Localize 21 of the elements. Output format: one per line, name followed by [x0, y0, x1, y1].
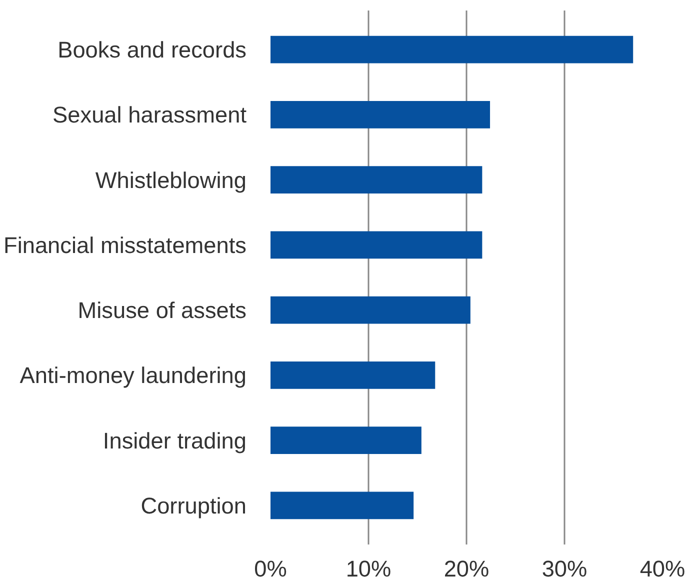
bar — [270, 101, 490, 128]
y-tick-label: Books and records — [58, 36, 246, 63]
x-tick-label: 40% — [640, 556, 686, 582]
x-tick-label: 10% — [346, 556, 392, 582]
bar — [270, 231, 482, 259]
y-tick-label: Sexual harassment — [52, 102, 248, 128]
bar — [270, 362, 436, 389]
y-tick-label: Insider trading — [102, 427, 247, 454]
bar — [270, 426, 422, 454]
y-tick-label: Misuse of assets — [78, 297, 247, 324]
x-tick-label: 20% — [444, 556, 490, 582]
x-tick-label: 0% — [254, 556, 287, 582]
bar — [270, 166, 482, 194]
bar — [270, 36, 634, 64]
y-tick-label: Anti-money laundering — [20, 362, 247, 388]
y-tick-label: Whistleblowing — [95, 166, 247, 193]
bar — [270, 492, 414, 520]
bar — [270, 296, 470, 324]
x-tick-label: 30% — [542, 556, 588, 582]
y-tick-label: Financial misstatements — [3, 232, 247, 258]
y-tick-label: Corruption — [140, 492, 246, 518]
